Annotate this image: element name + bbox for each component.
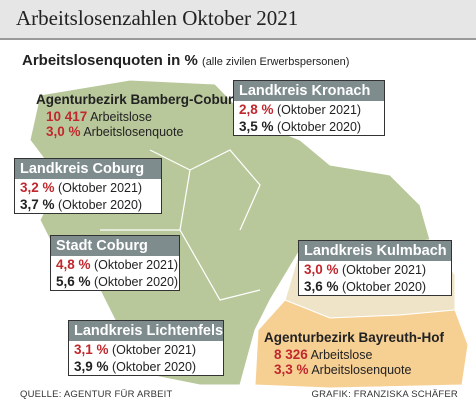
value: 5,6 % bbox=[56, 274, 91, 289]
label: (Oktober 2021) bbox=[94, 258, 179, 272]
line: 3,6 % (Oktober 2020) bbox=[299, 278, 451, 295]
region-bayreuth bbox=[254, 299, 469, 389]
value: 3,7 % bbox=[20, 197, 55, 212]
line: 5,6 % (Oktober 2020) bbox=[51, 273, 179, 290]
value: 4,8 % bbox=[56, 257, 91, 272]
label: (Oktober 2021) bbox=[58, 181, 143, 195]
value: 8 326 bbox=[274, 347, 308, 362]
value: 3,2 % bbox=[20, 180, 55, 195]
line: 3,7 % (Oktober 2020) bbox=[15, 196, 161, 213]
line: 3,2 % (Oktober 2021) bbox=[15, 179, 161, 196]
label: (Oktober 2020) bbox=[94, 275, 179, 289]
line: 4,8 % (Oktober 2021) bbox=[51, 256, 179, 273]
title-bar: Arbeitslosenzahlen Oktober 2021 bbox=[0, 0, 476, 40]
value: 10 417 bbox=[46, 109, 88, 124]
credit: GRAFIK: FRANZISKA SCHÄFER bbox=[311, 389, 458, 400]
label: Arbeitslose bbox=[310, 348, 373, 362]
box-title: Agenturbezirk Bamberg-Coburg bbox=[36, 92, 242, 107]
label: (Oktober 2020) bbox=[112, 360, 197, 374]
value: 3,6 % bbox=[304, 279, 339, 294]
line: 3,1 % (Oktober 2021) bbox=[69, 341, 223, 358]
value: 3,0 % bbox=[46, 124, 81, 139]
label: (Oktober 2021) bbox=[112, 343, 197, 357]
line: 2,8 % (Oktober 2021) bbox=[234, 101, 384, 118]
subtitle: Arbeitslosenquoten in % (alle zivilen Er… bbox=[22, 52, 349, 69]
label: Arbeitslose bbox=[90, 110, 152, 124]
district-box: Landkreis Coburg 3,2 % (Oktober 2021) 3,… bbox=[14, 158, 162, 214]
agency-box: Agenturbezirk Bayreuth-Hof 8 326 Arbeits… bbox=[264, 330, 444, 377]
line: 8 326 Arbeitslose bbox=[264, 347, 444, 362]
line: 3,0 % (Oktober 2021) bbox=[299, 261, 451, 278]
district-box: Stadt Coburg 4,8 % (Oktober 2021) 5,6 % … bbox=[50, 235, 180, 291]
label: Arbeitslosenquote bbox=[83, 125, 184, 139]
line: 3,3 % Arbeitslosenquote bbox=[264, 362, 444, 377]
value: 3,5 % bbox=[239, 119, 274, 134]
subtitle-main: Arbeitslosenquoten in % bbox=[22, 52, 198, 69]
box-title: Landkreis Kulmbach bbox=[299, 241, 451, 261]
label: (Oktober 2021) bbox=[342, 263, 427, 277]
value: 3,9 % bbox=[74, 359, 109, 374]
line: 3,0 % Arbeitslosenquote bbox=[36, 124, 242, 139]
title: Arbeitslosenzahlen Oktober 2021 bbox=[16, 6, 299, 30]
district-box: Landkreis Kulmbach 3,0 % (Oktober 2021) … bbox=[298, 240, 452, 296]
subtitle-note: (alle zivilen Erwerbspersonen) bbox=[202, 56, 350, 68]
district-box: Landkreis Kronach 2,8 % (Oktober 2021) 3… bbox=[233, 80, 385, 136]
district-border bbox=[100, 149, 261, 301]
value: 3,3 % bbox=[274, 362, 309, 377]
box-title: Stadt Coburg bbox=[51, 236, 179, 256]
value: 3,1 % bbox=[74, 342, 109, 357]
line: 10 417 Arbeitslose bbox=[36, 109, 242, 124]
value: 3,0 % bbox=[304, 262, 339, 277]
label: (Oktober 2021) bbox=[277, 103, 362, 117]
value: 2,8 % bbox=[239, 102, 274, 117]
label: Arbeitslosenquote bbox=[311, 363, 412, 377]
label: (Oktober 2020) bbox=[277, 120, 362, 134]
label: (Oktober 2020) bbox=[58, 198, 143, 212]
box-title: Landkreis Kronach bbox=[234, 81, 384, 101]
box-title: Landkreis Coburg bbox=[15, 159, 161, 179]
agency-box: Agenturbezirk Bamberg-Coburg 10 417 Arbe… bbox=[36, 92, 242, 139]
line: 3,5 % (Oktober 2020) bbox=[234, 118, 384, 135]
box-title: Landkreis Lichtenfels bbox=[69, 321, 223, 341]
box-title: Agenturbezirk Bayreuth-Hof bbox=[264, 330, 445, 345]
line: 3,9 % (Oktober 2020) bbox=[69, 358, 223, 375]
district-box: Landkreis Lichtenfels 3,1 % (Oktober 202… bbox=[68, 320, 224, 376]
source: QUELLE: AGENTUR FÜR ARBEIT bbox=[20, 389, 173, 400]
label: (Oktober 2020) bbox=[342, 280, 427, 294]
